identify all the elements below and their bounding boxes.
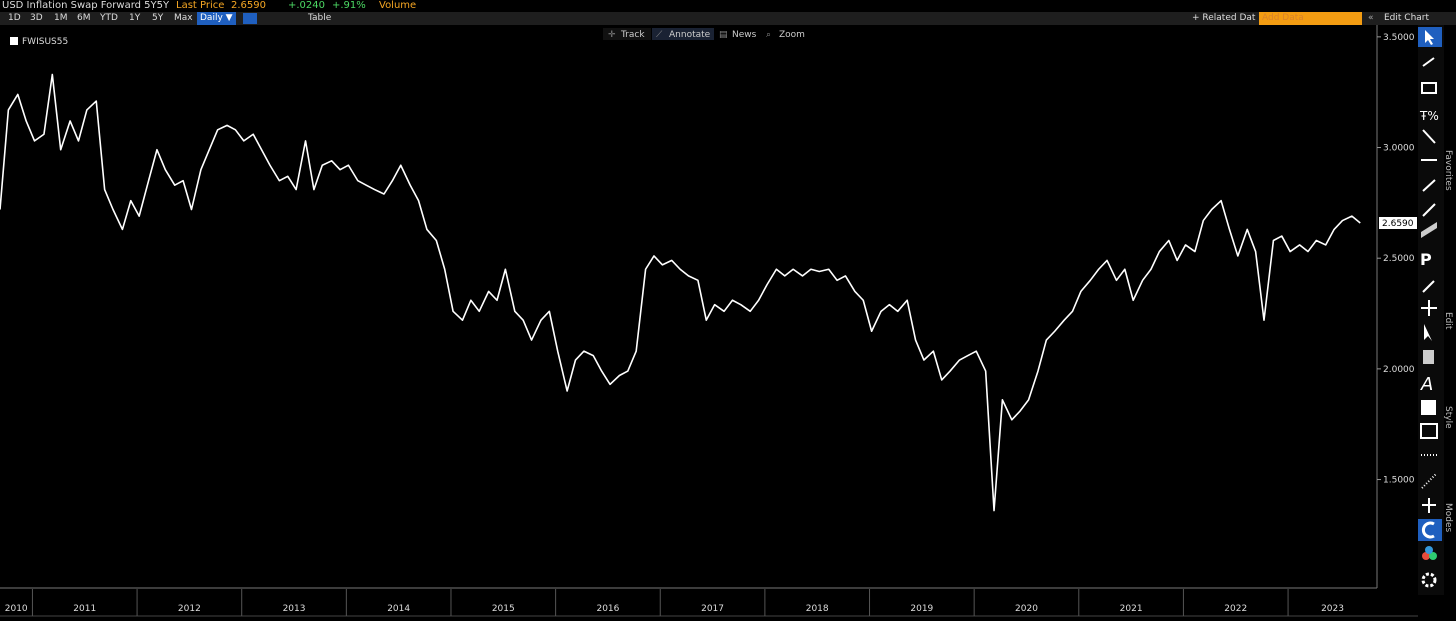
chart-type-button[interactable] — [243, 13, 257, 24]
x-tick-label: 2016 — [596, 604, 619, 614]
y-tick-label: 2.0000 — [1383, 365, 1415, 375]
series-line — [0, 73, 1361, 512]
track-tool[interactable]: Track — [620, 30, 645, 40]
palette-dot[interactable] — [1422, 552, 1430, 560]
annotate-tool[interactable]: Annotate — [669, 30, 711, 40]
x-tick-label: 2017 — [701, 604, 724, 614]
range-button[interactable]: 6M — [77, 13, 91, 23]
price-change-pct: +.91% — [332, 0, 366, 11]
x-tick-label: 2023 — [1321, 604, 1344, 614]
range-button[interactable]: 1D — [8, 13, 21, 23]
table-button[interactable]: Table — [308, 13, 332, 23]
side-panel: Ŧ% P A Favorites Edit Style Modes — [1418, 25, 1453, 595]
trend-icon[interactable] — [1422, 179, 1436, 192]
y-tick-label: 1.5000 — [1383, 476, 1415, 486]
frequency-button[interactable]: Daily ▼ — [197, 12, 236, 25]
palette-dot — [1425, 546, 1433, 554]
add-data-input[interactable]: Add Data — [1259, 12, 1362, 25]
edit-chart-button[interactable]: Edit Chart — [1384, 13, 1430, 23]
security-header: USD Inflation Swap Forward 5Y5Y Last Pri… — [0, 0, 1456, 12]
chart-tools: ✛ Track ⟋ Annotate ▤ News ⌕ Zoom — [603, 28, 805, 40]
tool-button-bg — [603, 28, 651, 40]
pointer-icon — [1425, 30, 1434, 45]
x-tick-label: 2010 — [5, 604, 28, 614]
dot-icon[interactable] — [1421, 473, 1437, 489]
rect-icon[interactable] — [1421, 82, 1437, 94]
tool-icon: ⟋ — [656, 30, 663, 40]
x-tick-label: 2013 — [283, 604, 306, 614]
volume-label[interactable]: Volume — [379, 0, 417, 11]
range-button[interactable]: YTD — [100, 13, 118, 23]
last-value-tag — [1379, 217, 1417, 230]
collapse-button[interactable]: « — [1368, 13, 1374, 23]
legend-swatch — [10, 37, 18, 45]
x-tick-label: 2020 — [1015, 604, 1038, 614]
side-label: Style — [1443, 406, 1453, 429]
side-label: Modes — [1443, 503, 1453, 533]
side-label: Edit — [1443, 312, 1453, 330]
y-tick-label: 3.5000 — [1383, 33, 1415, 43]
last-value-label: 2.6590 — [1382, 219, 1414, 229]
range-button[interactable]: 3D — [30, 13, 43, 23]
tool-icon: ⌕ — [766, 30, 771, 40]
brush-icon[interactable] — [1422, 280, 1435, 293]
tool-icon: ✛ — [608, 30, 616, 40]
tool-button-bg — [652, 28, 714, 40]
chart-toolbar: 1D 3D 1M 6M YTD 1Y 5Y Max Daily ▼ Table … — [0, 12, 1456, 25]
magnet-icon — [1421, 521, 1435, 539]
font-icon[interactable]: A — [1420, 374, 1433, 395]
range-button[interactable]: 1Y — [129, 13, 141, 23]
settings-icon[interactable] — [1421, 572, 1437, 588]
x-tick-label: 2012 — [178, 604, 201, 614]
price-change: +.0240 — [288, 0, 326, 11]
x-tick-label: 2018 — [806, 604, 829, 614]
x-tick-label: 2019 — [910, 604, 933, 614]
pen-icon[interactable] — [1422, 57, 1435, 67]
security-title: USD Inflation Swap Forward 5Y5Y — [2, 0, 170, 11]
range-button[interactable]: 5Y — [152, 13, 164, 23]
legend-label[interactable]: FWISUS55 — [22, 37, 68, 47]
tool-icon: ▤ — [719, 30, 728, 40]
arrow-icon[interactable] — [1422, 129, 1436, 144]
x-tick-label: 2015 — [492, 604, 515, 614]
x-tick-label: 2022 — [1224, 604, 1247, 614]
last-price: 2.6590 — [231, 0, 266, 11]
side-panel-bg — [1418, 25, 1444, 595]
x-tick-label: 2014 — [387, 604, 410, 614]
range-button[interactable]: Max — [174, 13, 193, 23]
snap-icon[interactable] — [1422, 498, 1436, 513]
chart: ✛ Track ⟋ Annotate ▤ News ⌕ Zoom Ŧ% P A — [0, 25, 1453, 617]
news-tool[interactable]: News — [732, 30, 757, 40]
linestyle-icon[interactable] — [1420, 423, 1438, 439]
color-icon[interactable] — [1421, 400, 1436, 415]
pct-icon[interactable]: Ŧ% — [1419, 109, 1439, 123]
related-data-button[interactable]: + Related Dat — [1192, 13, 1256, 23]
segment-icon[interactable] — [1422, 203, 1436, 217]
channel-icon[interactable] — [1421, 222, 1437, 238]
p-icon[interactable]: P — [1420, 250, 1432, 269]
side-label: Favorites — [1443, 150, 1453, 191]
y-tick-label: 2.5000 — [1383, 254, 1415, 264]
move-icon[interactable] — [1421, 300, 1437, 316]
trash-icon[interactable] — [1423, 350, 1434, 364]
x-tick-label: 2021 — [1120, 604, 1143, 614]
y-tick-label: 3.0000 — [1383, 144, 1415, 154]
zoom-tool[interactable]: Zoom — [779, 30, 805, 40]
range-button[interactable]: 1M — [54, 13, 68, 23]
x-tick-label: 2011 — [73, 604, 96, 614]
last-price-label: Last Price — [176, 0, 225, 11]
select-icon[interactable] — [1424, 324, 1432, 341]
palette-dot — [1429, 552, 1437, 560]
